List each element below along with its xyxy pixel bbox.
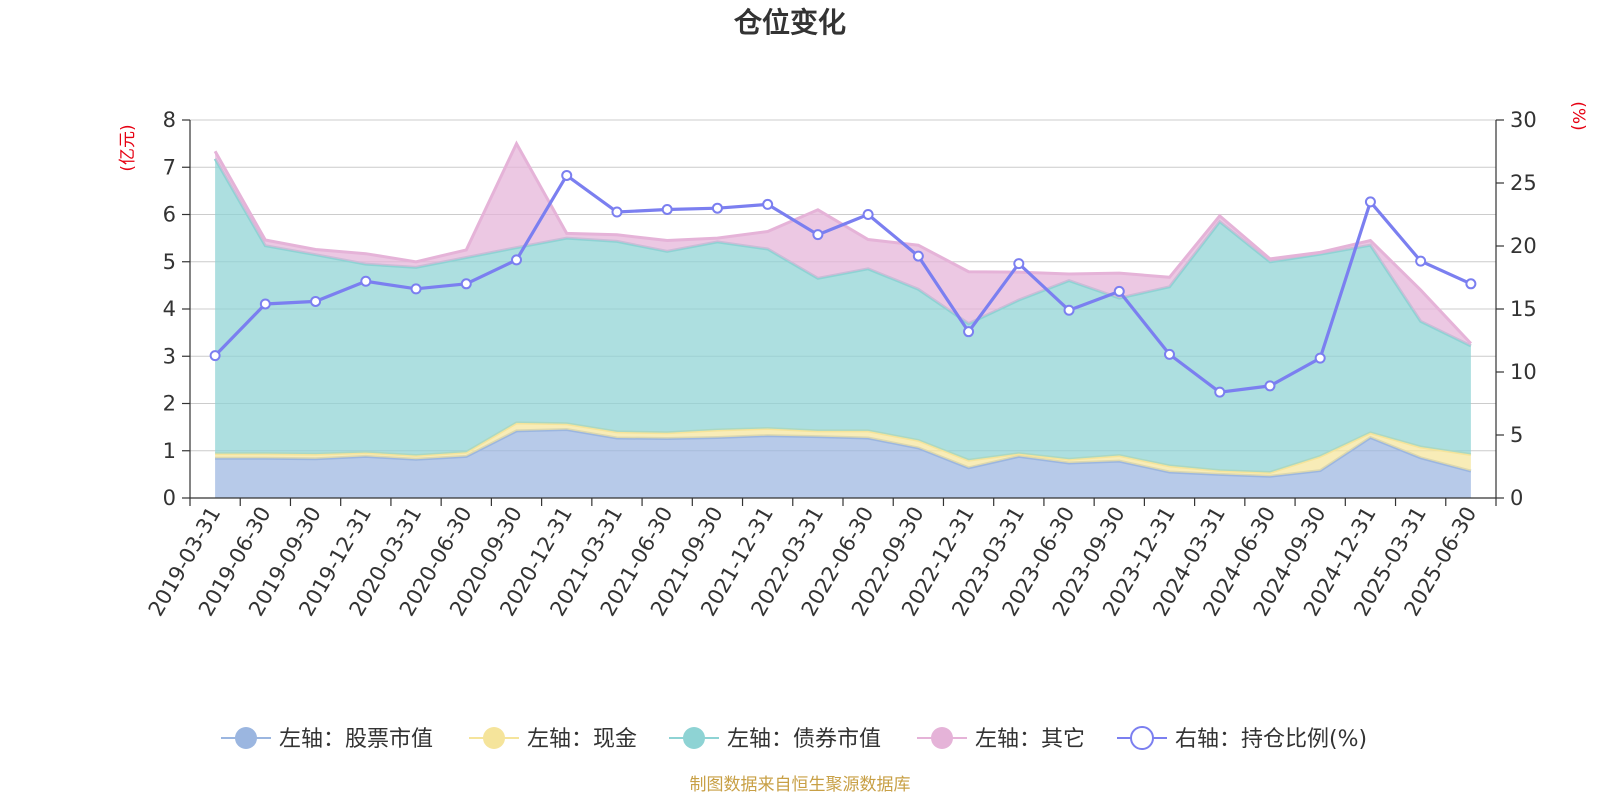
legend-item-0: 左轴：股票市值 <box>221 727 433 752</box>
legend-marker-3 <box>931 727 953 749</box>
ratio-point-2021-12-31 <box>762 198 774 210</box>
ratio-point-2023-06-30 <box>1063 304 1075 316</box>
right-tick-label-25: 25 <box>1510 171 1537 195</box>
axes <box>182 119 1504 506</box>
ratio-point-2023-12-31 <box>1164 348 1175 360</box>
source-note: 制图数据来自恒生聚源数据库 <box>690 775 911 795</box>
ratio-point-2023-09-30 <box>1113 285 1125 297</box>
legend-item-1: 左轴：现金 <box>469 727 637 752</box>
legend-label-4: 右轴：持仓比例(%) <box>1175 727 1367 752</box>
ratio-point-2021-03-31 <box>611 206 623 218</box>
left-axis-unit: (亿元) <box>118 124 138 171</box>
left-tick-label-8: 8 <box>163 108 176 132</box>
legend-item-3: 左轴：其它 <box>917 727 1085 752</box>
ratio-point-2022-12-31 <box>963 326 975 338</box>
left-tick-label-1: 1 <box>163 439 176 463</box>
ratio-point-2024-06-30 <box>1264 380 1276 392</box>
chart-title: 仓位变化 <box>734 6 846 39</box>
legend-marker-2 <box>683 727 705 749</box>
left-tick-label-7: 7 <box>163 155 176 179</box>
right-tick-label-20: 20 <box>1510 234 1537 258</box>
ratio-point-2022-03-31 <box>812 229 824 241</box>
left-tick-label-0: 0 <box>163 486 176 510</box>
right-tick-label-30: 30 <box>1510 108 1537 132</box>
ratio-point-2021-06-30 <box>661 203 673 215</box>
left-tick-label-2: 2 <box>163 392 176 416</box>
ratio-point-2022-09-30 <box>912 250 924 262</box>
right-tick-label-10: 10 <box>1510 360 1537 384</box>
area-series-2 <box>215 158 1471 473</box>
ratio-point-2024-09-30 <box>1314 352 1326 364</box>
left-tick-label-3: 3 <box>163 344 176 368</box>
ratio-point-2020-06-30 <box>460 278 472 290</box>
legend-item-4: 右轴：持仓比例(%) <box>1117 726 1367 752</box>
ratio-point-2025-03-31 <box>1415 255 1427 267</box>
ratio-point-2019-12-31 <box>360 275 372 287</box>
legend-label-1: 左轴：现金 <box>527 727 637 752</box>
legend-label-3: 左轴：其它 <box>975 727 1085 752</box>
area-series-3 <box>215 143 1471 346</box>
ratio-point-2020-03-31 <box>410 283 422 295</box>
stacked-areas <box>213 140 1472 498</box>
ratio-point-2022-06-30 <box>862 209 874 220</box>
right-tick-label-0: 0 <box>1510 486 1523 510</box>
ratio-point-2019-06-30 <box>259 298 271 310</box>
legend-marker-4 <box>1130 726 1154 750</box>
legend-item-2: 左轴：债券市值 <box>669 727 881 752</box>
ratio-point-2019-09-30 <box>310 295 322 307</box>
ratio-point-2021-09-30 <box>711 202 723 214</box>
legend-label-2: 左轴：债券市值 <box>727 727 881 752</box>
ratio-point-2020-09-30 <box>511 254 522 266</box>
ratio-point-2025-06-30 <box>1465 278 1477 290</box>
legend: 左轴：股票市值 左轴：现金 左轴：债券市值 左轴：其它 右轴：持仓比例(%) <box>221 726 1367 752</box>
ratio-point-2024-12-31 <box>1364 196 1376 208</box>
left-tick-label-4: 4 <box>163 297 176 321</box>
legend-marker-1 <box>483 727 505 749</box>
right-tick-label-5: 5 <box>1510 423 1523 447</box>
left-tick-label-5: 5 <box>163 250 176 274</box>
legend-label-0: 左轴：股票市值 <box>279 727 433 752</box>
right-tick-label-15: 15 <box>1510 297 1537 321</box>
ratio-line <box>209 169 1477 398</box>
ratio-point-2023-03-31 <box>1013 258 1025 270</box>
ratio-point-2020-12-31 <box>561 169 573 181</box>
area-series-1 <box>215 422 1471 477</box>
ratio-point-2019-03-31 <box>209 350 221 362</box>
ratio-point-2024-03-31 <box>1214 386 1226 398</box>
left-tick-label-6: 6 <box>163 203 176 227</box>
legend-marker-0 <box>235 727 257 749</box>
right-axis-unit: (%) <box>1568 101 1588 130</box>
line-series-0 <box>213 173 1472 394</box>
area-series-0 <box>215 429 1471 498</box>
